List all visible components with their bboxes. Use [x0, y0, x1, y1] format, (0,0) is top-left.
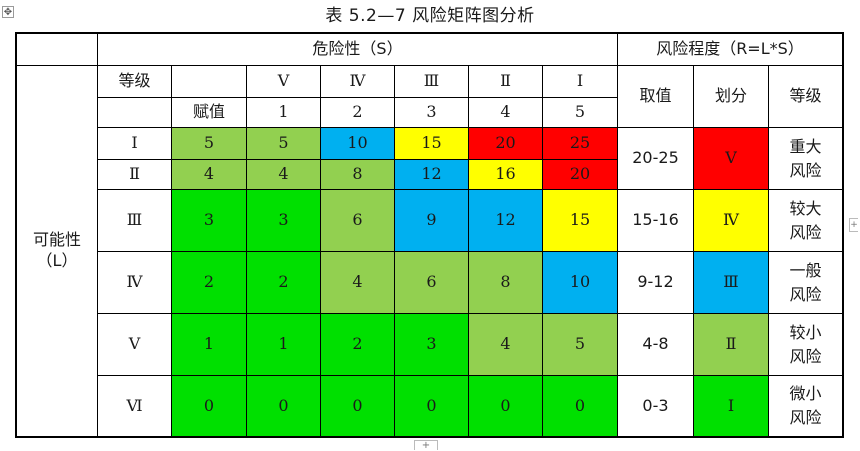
- possibility-score-cell: 5: [172, 128, 247, 160]
- risk-value-cell: 16: [469, 160, 543, 190]
- risk-value-cell: 20: [543, 160, 618, 190]
- risk-value-cell: 8: [469, 252, 543, 314]
- possibility-grade-cell: Ⅰ: [98, 128, 172, 160]
- severity-score-cell: 1: [247, 98, 321, 128]
- level-header: 等级: [769, 66, 844, 128]
- grade-label: 等级: [98, 66, 172, 98]
- grade-blank-cell: [98, 98, 172, 128]
- risk-division-cell: Ⅴ: [694, 128, 769, 190]
- risk-division-cell: Ⅲ: [694, 252, 769, 314]
- risk-division-cell: Ⅱ: [694, 314, 769, 376]
- severity-score-cell: 4: [469, 98, 543, 128]
- risk-value-cell: 0: [543, 376, 618, 438]
- possibility-grade-cell: Ⅱ: [98, 160, 172, 190]
- risk-level-cell: 重大风险: [769, 128, 844, 190]
- risk-division-cell: Ⅳ: [694, 190, 769, 252]
- possibility-grade-cell: Ⅵ: [98, 376, 172, 438]
- division-header: 划分: [694, 66, 769, 128]
- possibility-score-cell: 2: [172, 252, 247, 314]
- risk-value-cell: 10: [543, 252, 618, 314]
- risk-range-cell: 9-12: [618, 252, 694, 314]
- possibility-score-cell: 3: [172, 190, 247, 252]
- severity-level-cell: Ⅰ: [543, 66, 618, 98]
- risk-value-cell: 5: [543, 314, 618, 376]
- risk-value-cell: 8: [321, 160, 395, 190]
- risk-value-cell: 0: [321, 376, 395, 438]
- corner-cell: [17, 34, 98, 66]
- possibility-grade-cell: Ⅴ: [98, 314, 172, 376]
- add-row-plus-icon[interactable]: +: [414, 440, 438, 451]
- risk-range-cell: 0-3: [618, 376, 694, 438]
- severity-score-cell: 2: [321, 98, 395, 128]
- risk-value-cell: 9: [395, 190, 469, 252]
- risk-value-cell: 15: [543, 190, 618, 252]
- risk-value-cell: 5: [247, 128, 321, 160]
- risk-value-cell: 2: [247, 252, 321, 314]
- risk-degree-header: 风险程度（R=L*S）: [618, 34, 844, 66]
- severity-level-cell: Ⅴ: [247, 66, 321, 98]
- risk-level-cell: 一般风险: [769, 252, 844, 314]
- table-move-handle-icon[interactable]: ✥: [2, 6, 14, 18]
- risk-value-cell: 3: [247, 190, 321, 252]
- severity-level-cell: Ⅲ: [395, 66, 469, 98]
- severity-score-cell: 5: [543, 98, 618, 128]
- severity-header: 危险性（S）: [98, 34, 618, 66]
- possibility-grade-cell: Ⅲ: [98, 190, 172, 252]
- risk-value-cell: 4: [247, 160, 321, 190]
- risk-value-cell: 2: [321, 314, 395, 376]
- risk-value-cell: 12: [469, 190, 543, 252]
- score-label: 赋值: [172, 98, 247, 128]
- risk-value-cell: 6: [321, 190, 395, 252]
- risk-level-cell: 微小风险: [769, 376, 844, 438]
- risk-value-cell: 4: [469, 314, 543, 376]
- risk-value-cell: 6: [395, 252, 469, 314]
- severity-level-cell: Ⅳ: [321, 66, 395, 98]
- risk-value-cell: 10: [321, 128, 395, 160]
- risk-level-cell: 较大风险: [769, 190, 844, 252]
- possibility-label: 可能性（L）: [17, 66, 98, 438]
- risk-value-cell: 4: [321, 252, 395, 314]
- risk-value-cell: 3: [395, 314, 469, 376]
- possibility-grade-cell: Ⅳ: [98, 252, 172, 314]
- grade-score-corner: [172, 66, 247, 98]
- severity-score-cell: 3: [395, 98, 469, 128]
- risk-value-cell: 0: [247, 376, 321, 438]
- risk-range-cell: 15-16: [618, 190, 694, 252]
- possibility-score-cell: 0: [172, 376, 247, 438]
- severity-level-cell: Ⅱ: [469, 66, 543, 98]
- add-column-plus-icon[interactable]: +: [849, 218, 858, 232]
- table-title: 表 5.2—7 风险矩阵图分析: [325, 6, 535, 26]
- risk-division-cell: Ⅰ: [694, 376, 769, 438]
- risk-matrix-table: 危险性（S） 风险程度（R=L*S） 可能性（L） 等级 Ⅴ Ⅳ Ⅲ Ⅱ Ⅰ 取值 划分 等级 赋值 1 2…: [15, 32, 844, 438]
- possibility-score-cell: 1: [172, 314, 247, 376]
- value-header: 取值: [618, 66, 694, 128]
- possibility-score-cell: 4: [172, 160, 247, 190]
- risk-value-cell: 0: [469, 376, 543, 438]
- risk-value-cell: 0: [395, 376, 469, 438]
- risk-range-cell: 4-8: [618, 314, 694, 376]
- risk-range-cell: 20-25: [618, 128, 694, 190]
- risk-value-cell: 1: [247, 314, 321, 376]
- risk-level-cell: 较小风险: [769, 314, 844, 376]
- risk-value-cell: 15: [395, 128, 469, 160]
- risk-value-cell: 25: [543, 128, 618, 160]
- risk-value-cell: 12: [395, 160, 469, 190]
- risk-value-cell: 20: [469, 128, 543, 160]
